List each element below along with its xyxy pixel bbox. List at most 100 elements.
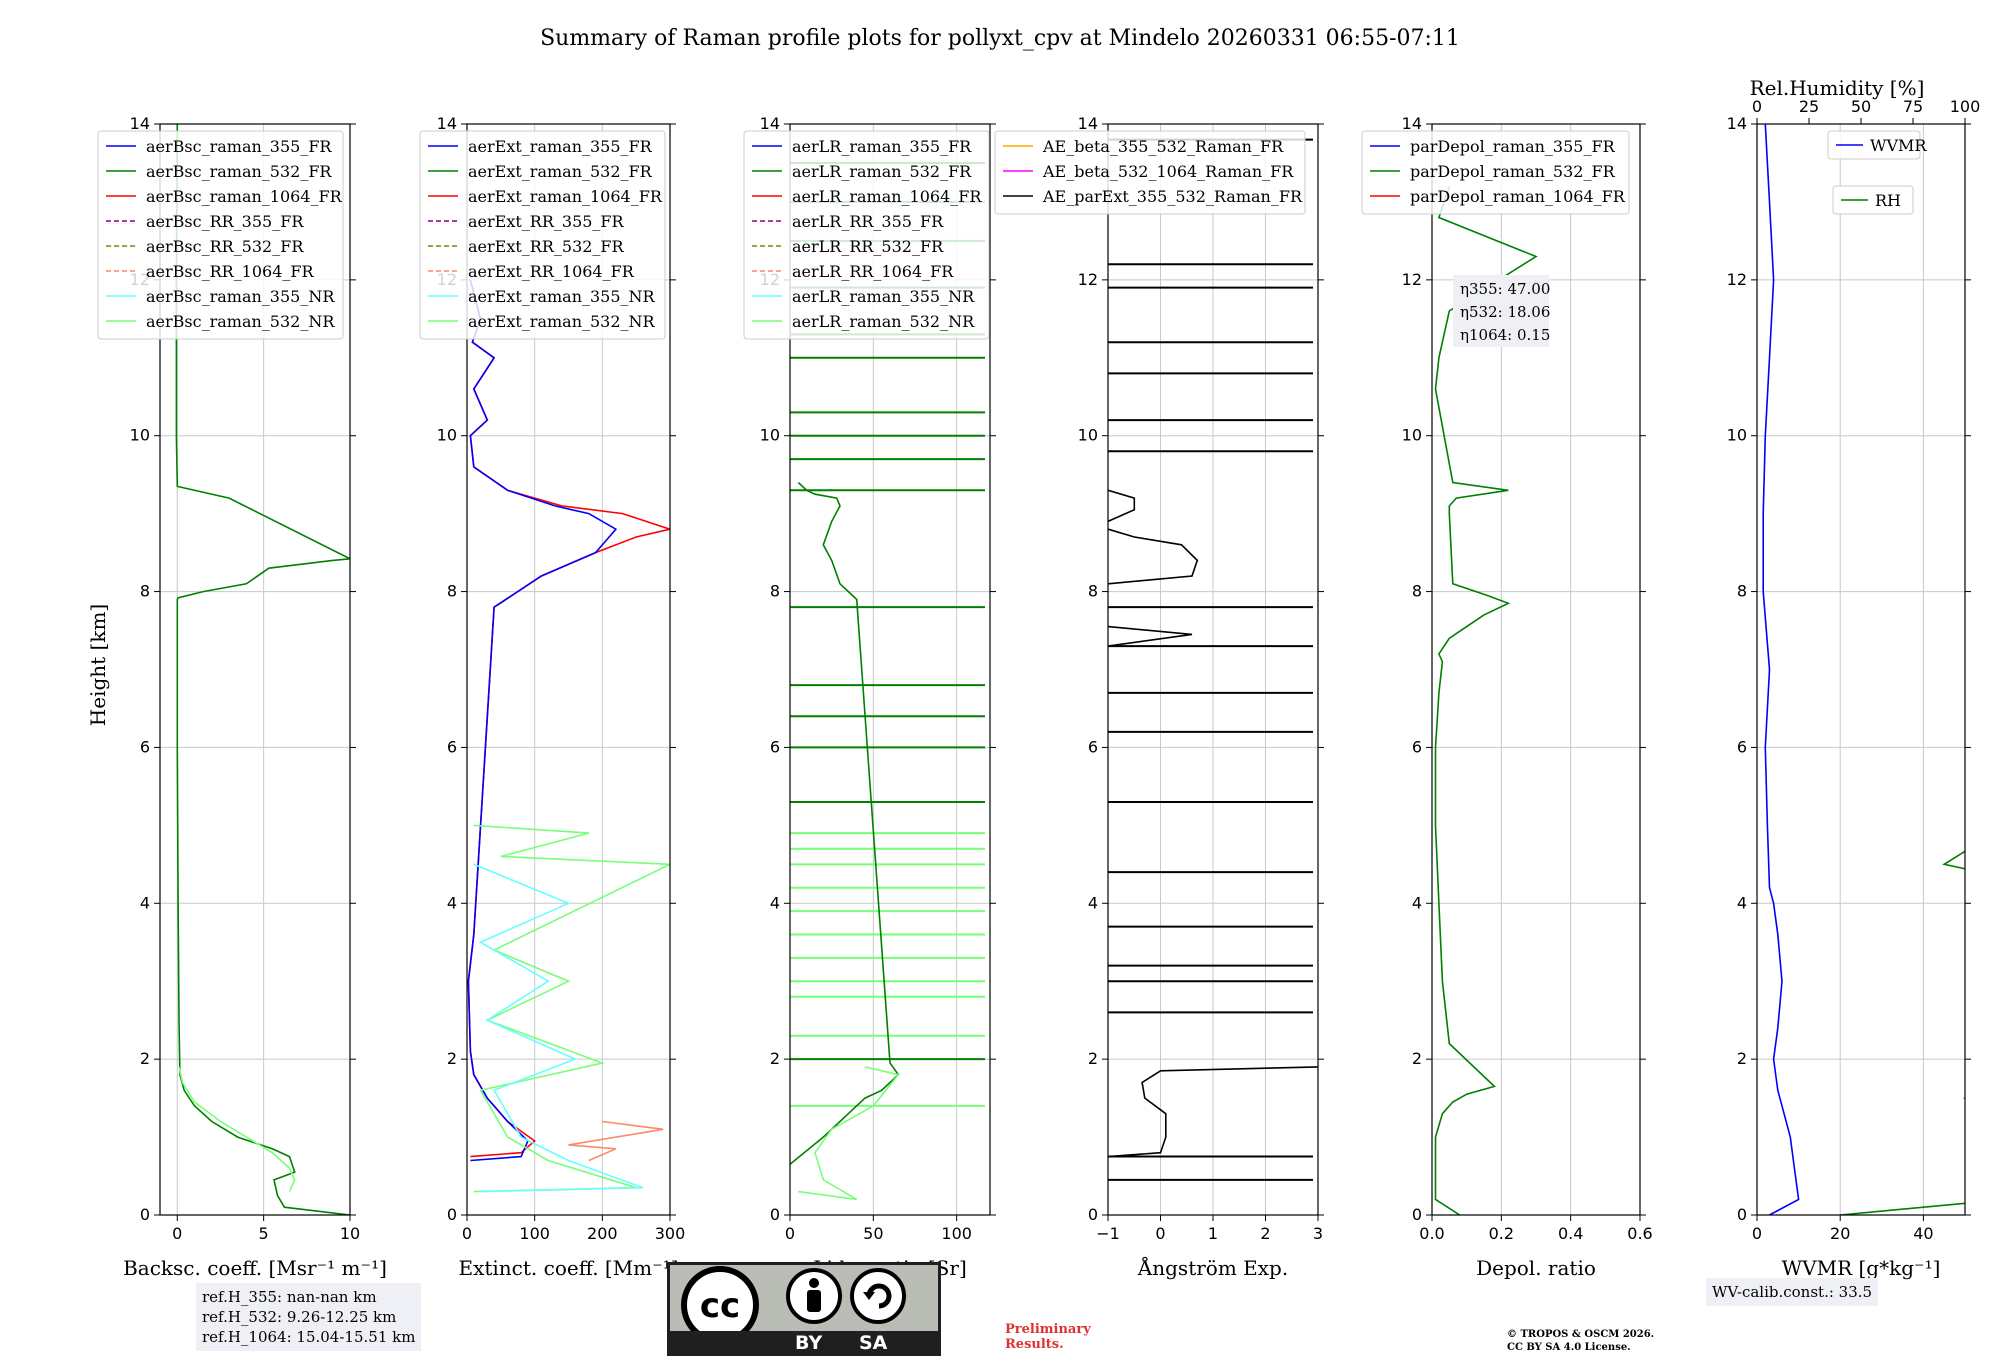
- y-tick-label: 4: [1737, 893, 1747, 912]
- y-tick-label: 10: [760, 426, 780, 445]
- series-aerExt_RR_1064_FR: [568, 1120, 664, 1162]
- x-tick-label: 0: [172, 1224, 182, 1243]
- series-AE_parExt_355_532_Raman_FR: [1108, 1066, 1318, 1158]
- plot-area: [1434, 186, 1538, 1215]
- y-tick-label: 6: [1412, 737, 1422, 756]
- top-x-tick-label: 25: [1799, 97, 1819, 116]
- y-tick-label: 6: [770, 737, 780, 756]
- panel-frame: [789, 123, 991, 1216]
- legend-label: parDepol_raman_1064_FR: [1410, 187, 1626, 206]
- y-tick-label: 6: [140, 737, 150, 756]
- legend-label: aerBsc_raman_532_NR: [146, 312, 335, 331]
- y-tick-label: 0: [447, 1205, 457, 1224]
- x-tick-label: 0.2: [1489, 1224, 1514, 1243]
- eta-label: η1064: 0.15: [1460, 326, 1550, 344]
- legend-label: aerBsc_RR_1064_FR: [146, 262, 315, 281]
- y-tick-label: 12: [1402, 270, 1422, 289]
- y-tick-label: 0: [770, 1205, 780, 1224]
- y-tick-label: 4: [1412, 893, 1422, 912]
- cc-badge-bottom: BY SA: [667, 1331, 941, 1356]
- series-aerBsc_raman_532_FR: [175, 124, 350, 1215]
- y-tick-label: 2: [1412, 1049, 1422, 1068]
- cc-by-label: BY: [795, 1332, 823, 1354]
- legend-box: WVMR: [1827, 130, 1927, 160]
- y-tick-label: 2: [447, 1049, 457, 1068]
- plot-area: [1762, 124, 1965, 1215]
- sa-arrowhead-icon: [863, 1292, 875, 1300]
- by-person-body-icon: [807, 1290, 821, 1312]
- copyright-line-1: © TROPOS & OSCM 2026.: [1507, 1329, 1655, 1340]
- y-tick-label: 0: [140, 1205, 150, 1224]
- ref-height-1064: ref.H_1064: 15.04-15.51 km: [202, 1328, 416, 1346]
- y-tick-label: 4: [447, 893, 457, 912]
- cc-license-badge: cc BY SA: [667, 1262, 941, 1356]
- legend-frame: [994, 130, 1306, 215]
- legend-label: aerBsc_raman_355_FR: [146, 137, 332, 156]
- legend-label: aerBsc_raman_355_NR: [146, 287, 335, 306]
- eta-label: η355: 47.00: [1460, 280, 1550, 298]
- legend-label: aerExt_raman_532_FR: [468, 162, 653, 181]
- cc-text: cc: [700, 1286, 740, 1326]
- legend-frame: [1832, 185, 1914, 215]
- y-tick-label: 10: [130, 426, 150, 445]
- legend-box: aerBsc_raman_355_FR aerBsc_raman_532_FRae…: [97, 130, 344, 340]
- plot-area: [175, 124, 350, 1215]
- panel-frame: [1756, 123, 1966, 1216]
- y-axis-label: Height [km]: [86, 604, 110, 726]
- series-AE_parExt_355_532_Raman_FR_3: [1108, 625, 1193, 647]
- x-tick-label: 2: [1260, 1224, 1270, 1243]
- y-tick-label: 10: [1402, 426, 1422, 445]
- y-tick-label: 0: [1088, 1205, 1098, 1224]
- legend-label: aerExt_raman_355_FR: [468, 137, 653, 156]
- y-tick-label: 10: [1078, 426, 1098, 445]
- y-tick-label: 14: [1402, 114, 1422, 133]
- legend-box: RH: [1832, 185, 1914, 215]
- y-tick-label: 8: [770, 582, 780, 601]
- top-x-tick-label: 0: [1752, 97, 1762, 116]
- series-aerExt_raman_355_FR: [467, 279, 618, 1162]
- x-tick-label: 0.6: [1627, 1224, 1652, 1243]
- eta-box: η355: 47.00 η532: 18.06 η1064: 0.15: [1453, 275, 1550, 347]
- series-parDepol_raman_532_FR: [1434, 186, 1538, 1215]
- y-tick-label: 6: [1737, 737, 1747, 756]
- x-tick-label: 300: [655, 1224, 686, 1243]
- eta-frame: [1453, 275, 1549, 347]
- legend-label: aerLR_RR_1064_FR: [792, 262, 954, 281]
- legend-label: aerBsc_RR_532_FR: [146, 237, 304, 256]
- panel-frame: [466, 123, 671, 1216]
- legend-label: parDepol_raman_532_FR: [1410, 162, 1616, 181]
- series-aerExt_raman_355_NR: [473, 863, 644, 1193]
- x-tick-label: 0: [1752, 1224, 1762, 1243]
- x-axis-label: Ångström Exp.: [1137, 1255, 1288, 1280]
- y-tick-label: 12: [1727, 270, 1747, 289]
- panel-lr: 05010002468101214Lidar ratio [Sr]aerLR_r…: [743, 114, 996, 1280]
- preliminary-line-1: Preliminary: [1005, 1322, 1091, 1337]
- copyright-note: © TROPOS & OSCM 2026. CC BY SA 4.0 Licen…: [1507, 1328, 1654, 1354]
- cc-badge-icons: cc: [681, 1266, 906, 1344]
- eta-label: η532: 18.06: [1460, 303, 1550, 321]
- x-tick-label: 10: [340, 1224, 360, 1243]
- legend-label: parDepol_raman_355_FR: [1410, 137, 1616, 156]
- series-AE_parExt_355_532_Raman_FR_2: [1108, 528, 1199, 585]
- legend-frame: [743, 130, 990, 340]
- x-tick-label: 200: [587, 1224, 618, 1243]
- y-tick-label: 12: [1078, 270, 1098, 289]
- legend-label: aerExt_raman_1064_FR: [468, 187, 663, 206]
- figure-title: Summary of Raman profile plots for polly…: [540, 26, 1460, 51]
- panel-ext: 010020030002468101214Extinct. coeff. [Mm…: [419, 114, 686, 1280]
- series-aerBsc_raman_532_NR: [178, 1066, 296, 1192]
- x-tick-label: 0: [462, 1224, 472, 1243]
- y-tick-label: 8: [140, 582, 150, 601]
- panel-frame: [1431, 123, 1641, 1216]
- ref-height-532: ref.H_532: 9.26-12.25 km: [202, 1308, 397, 1326]
- wv-calib-box: WV-calib.const.: 33.5: [1706, 1278, 1879, 1306]
- cc-badge-top: cc: [670, 1265, 938, 1344]
- legend-box: aerLR_raman_355_FR aerLR_raman_532_FR aerL…: [743, 130, 990, 340]
- series-aerExt_raman_532_NR: [473, 824, 670, 1193]
- y-tick-label: 14: [760, 114, 780, 133]
- top-x-tick-label: 50: [1851, 97, 1871, 116]
- y-tick-label: 2: [140, 1049, 150, 1068]
- y-tick-label: 4: [1088, 893, 1098, 912]
